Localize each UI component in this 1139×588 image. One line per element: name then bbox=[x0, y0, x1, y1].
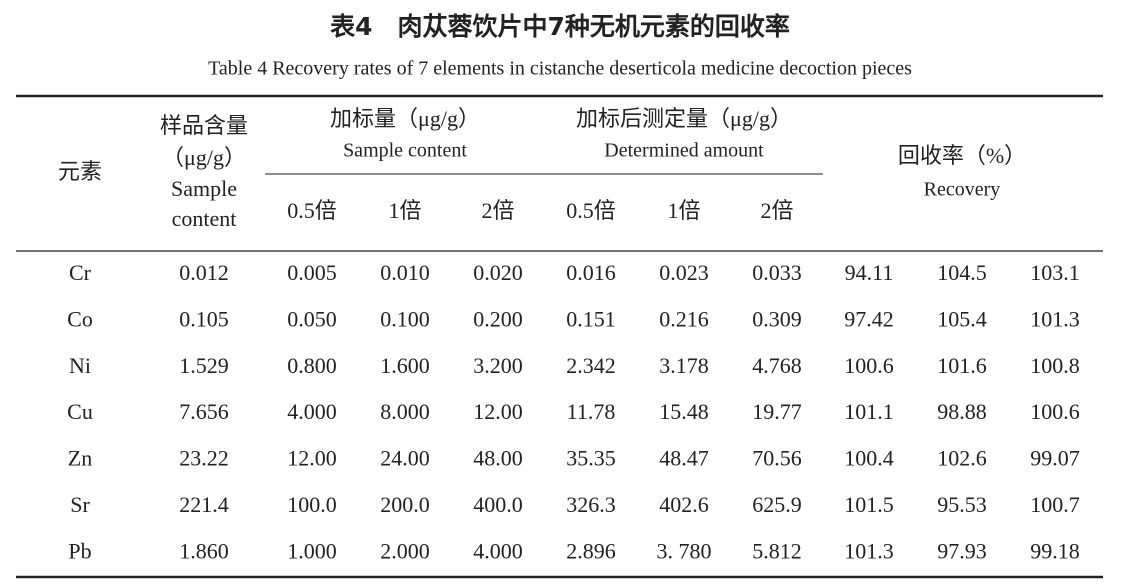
cell: 95.53 bbox=[937, 492, 987, 517]
cell: 2.000 bbox=[380, 538, 430, 563]
column-header: 2倍 bbox=[481, 198, 514, 223]
row-label: Ni bbox=[69, 353, 91, 378]
cell: 4.768 bbox=[752, 353, 802, 378]
cell: 99.07 bbox=[1030, 446, 1080, 471]
column-header: 1倍 bbox=[667, 198, 700, 223]
cell: 100.0 bbox=[287, 492, 337, 517]
row-label: Pb bbox=[68, 538, 91, 563]
cell: 4.000 bbox=[287, 399, 337, 424]
column-header: Recovery bbox=[924, 179, 1001, 201]
cell: 3.200 bbox=[473, 353, 523, 378]
cell: 105.4 bbox=[937, 306, 987, 331]
column-header: 样品含量 bbox=[160, 113, 248, 138]
row-label: Cr bbox=[69, 260, 92, 285]
cell: 15.48 bbox=[659, 399, 709, 424]
cell: 11.78 bbox=[567, 399, 616, 424]
cell: 0.309 bbox=[752, 306, 802, 331]
cell: 3.178 bbox=[659, 353, 709, 378]
cell: 625.9 bbox=[752, 492, 802, 517]
cell: 24.00 bbox=[380, 446, 430, 471]
cell: 0.151 bbox=[566, 306, 616, 331]
cell: 0.200 bbox=[473, 306, 523, 331]
cell: 19.77 bbox=[752, 399, 802, 424]
cell: 0.016 bbox=[566, 260, 616, 285]
cell: 48.47 bbox=[659, 446, 709, 471]
column-header: 1倍 bbox=[388, 198, 421, 223]
column-header: 回收率（%） bbox=[898, 143, 1026, 168]
cell: 0.005 bbox=[287, 260, 337, 285]
cell: 7.656 bbox=[179, 399, 229, 424]
cell: 1.860 bbox=[179, 538, 229, 563]
cell: 200.0 bbox=[380, 492, 430, 517]
cell: 35.35 bbox=[566, 446, 616, 471]
cell: 100.6 bbox=[1030, 399, 1080, 424]
cell: 97.93 bbox=[937, 538, 987, 563]
column-header: Determined amount bbox=[604, 140, 764, 162]
cell: 103.1 bbox=[1030, 260, 1080, 285]
cell: 102.6 bbox=[937, 446, 987, 471]
column-header: Sample content bbox=[343, 140, 467, 162]
cell: 326.3 bbox=[566, 492, 616, 517]
column-header: 加标量（μg/g） bbox=[330, 106, 480, 131]
cell: 100.6 bbox=[844, 353, 894, 378]
cell: 0.020 bbox=[473, 260, 523, 285]
cell: 100.8 bbox=[1030, 353, 1080, 378]
cell: 0.800 bbox=[287, 353, 337, 378]
cell: 100.4 bbox=[844, 446, 894, 471]
subtitle: Table 4 Recovery rates of 7 elements in … bbox=[208, 58, 912, 80]
cell: 0.023 bbox=[659, 260, 709, 285]
column-header: 元素 bbox=[58, 159, 102, 184]
cell: 99.18 bbox=[1030, 538, 1080, 563]
cell: 1.600 bbox=[380, 353, 430, 378]
cell: 8.000 bbox=[380, 399, 430, 424]
cell: 97.42 bbox=[844, 306, 894, 331]
column-header: （μg/g） bbox=[162, 145, 246, 170]
column-header: 0.5倍 bbox=[566, 198, 616, 223]
cell: 400.0 bbox=[473, 492, 523, 517]
column-header: 加标后测定量（μg/g） bbox=[576, 106, 792, 131]
column-header: 0.5倍 bbox=[287, 198, 337, 223]
cell: 101.3 bbox=[844, 538, 894, 563]
cell: 12.00 bbox=[287, 446, 337, 471]
row-label: Zn bbox=[68, 446, 92, 471]
cell: 402.6 bbox=[659, 492, 709, 517]
cell: 101.3 bbox=[1030, 306, 1080, 331]
column-header: 2倍 bbox=[760, 198, 793, 223]
cell: 2.896 bbox=[566, 538, 616, 563]
cell: 104.5 bbox=[937, 260, 987, 285]
cell: 70.56 bbox=[752, 446, 802, 471]
cell: 0.010 bbox=[380, 260, 430, 285]
cell: 98.88 bbox=[937, 399, 987, 424]
cell: 0.100 bbox=[380, 306, 430, 331]
cell: 221.4 bbox=[179, 492, 229, 517]
cell: 12.00 bbox=[473, 399, 523, 424]
cell: 94.11 bbox=[845, 260, 894, 285]
column-header: content bbox=[172, 206, 237, 231]
cell: 0.033 bbox=[752, 260, 802, 285]
cell: 4.000 bbox=[473, 538, 523, 563]
cell: 0.105 bbox=[179, 306, 229, 331]
cell: 2.342 bbox=[566, 353, 616, 378]
cell: 101.6 bbox=[937, 353, 987, 378]
cell: 5.812 bbox=[752, 538, 802, 563]
column-header: Sample bbox=[171, 176, 237, 201]
cell: 23.22 bbox=[179, 446, 229, 471]
cell: 1.529 bbox=[179, 353, 229, 378]
row-label: Sr bbox=[70, 492, 90, 517]
row-label: Cu bbox=[67, 399, 93, 424]
cell: 101.1 bbox=[844, 399, 894, 424]
cell: 0.050 bbox=[287, 306, 337, 331]
title: 表4 肉苁蓉饮片中7种无机元素的回收率 bbox=[330, 12, 790, 41]
cell: 0.012 bbox=[179, 260, 229, 285]
cell: 101.5 bbox=[844, 492, 894, 517]
cell: 3. 780 bbox=[657, 538, 712, 563]
row-label: Co bbox=[67, 306, 93, 331]
cell: 48.00 bbox=[473, 446, 523, 471]
cell: 1.000 bbox=[287, 538, 337, 563]
cell: 100.7 bbox=[1030, 492, 1080, 517]
cell: 0.216 bbox=[659, 306, 709, 331]
